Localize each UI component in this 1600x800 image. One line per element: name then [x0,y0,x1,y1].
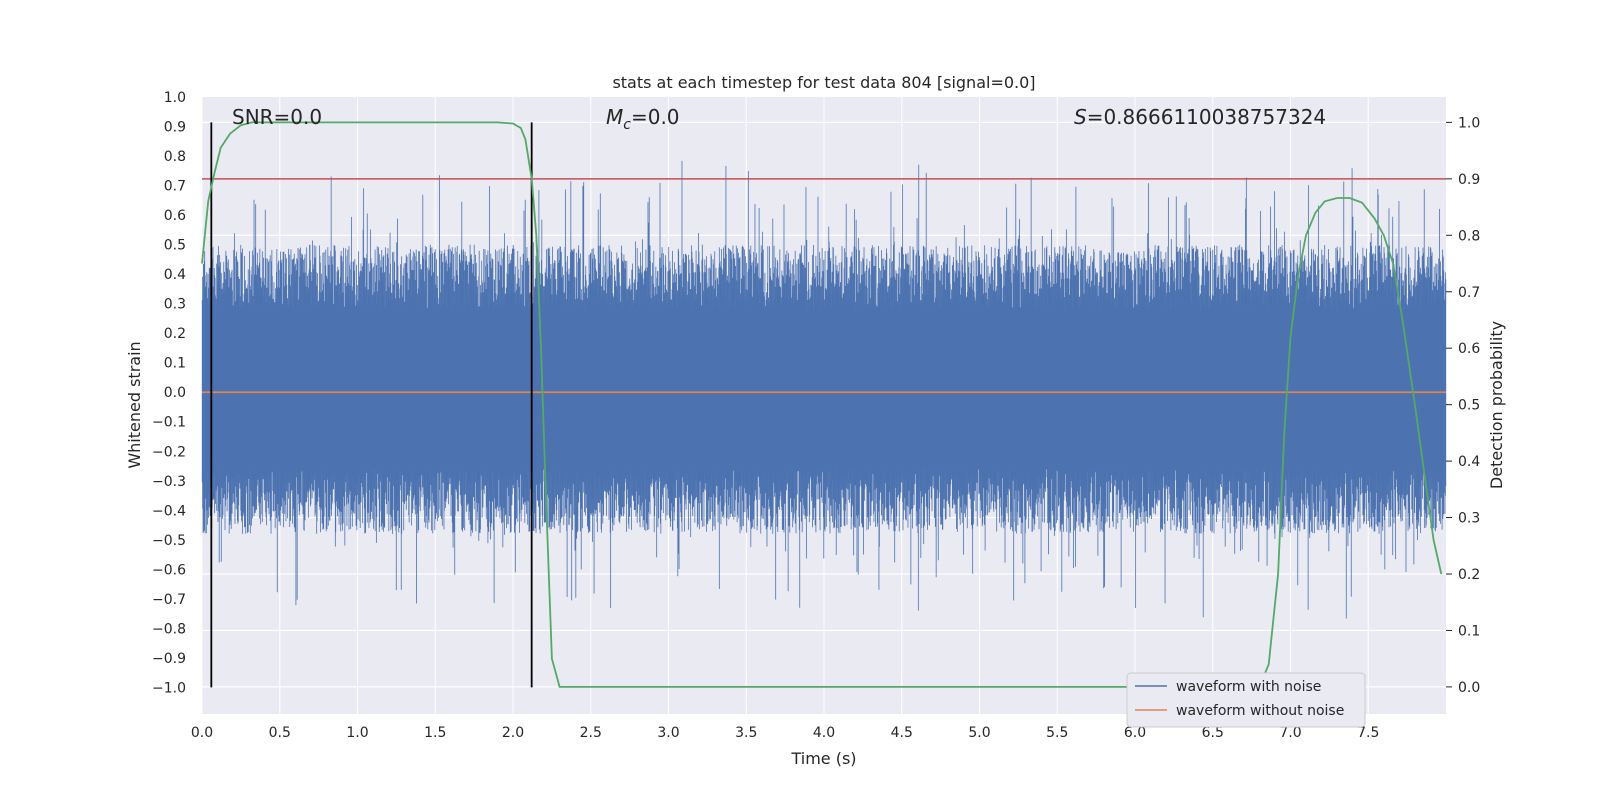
x-tick-label: 3.5 [735,725,757,741]
y-tick-label: −0.3 [152,474,186,490]
s-symbol: S [1074,105,1087,129]
s-annotation: S=0.8666110038757324 [1074,105,1326,129]
noisy-waveform-core [202,315,1446,464]
x-tick-label: 7.0 [1279,725,1301,741]
noisy-waveform-series [201,160,1447,619]
mc-value: =0.0 [631,105,680,129]
y-tick-label: 0.0 [164,385,186,401]
x-tick-label: 5.0 [968,725,990,741]
y2-tick-label: 0.9 [1458,172,1480,188]
x-tick-label: 6.5 [1202,725,1224,741]
y2-tick-label: 0.4 [1458,454,1480,470]
x-tick-label: 4.0 [813,725,835,741]
chart-title: stats at each timestep for test data 804… [612,73,1035,92]
x-tick-label: 6.0 [1124,725,1146,741]
y-tick-label: 0.7 [164,179,186,195]
y-tick-label: 0.2 [164,326,186,342]
legend: waveform with noise waveform without noi… [1126,672,1366,728]
x-tick-label: 3.0 [657,725,679,741]
x-axis-label: Time (s) [790,749,856,768]
mc-subscript: c [623,117,631,133]
y2-tick-label: 0.2 [1458,567,1480,583]
x-tick-label: 7.5 [1357,725,1379,741]
y-tick-label: −0.6 [152,562,186,578]
y2-tick-label: 0.1 [1458,623,1480,639]
x-tick-label: 2.5 [580,725,602,741]
y-tick-labels: 1.0 0.9 0.8 0.7 0.6 0.5 0.4 0.3 0.2 0.1 0.0 −0.1 −0.… [152,90,186,696]
y-tick-label: −0.7 [152,592,186,608]
x-tick-label: 0.5 [269,725,291,741]
mc-annotation: Mc=0.0 [606,105,680,133]
y-tick-label: −0.8 [152,621,186,637]
s-value: =0.8666110038757324 [1087,105,1326,129]
y2-tick-label: 0.3 [1458,511,1480,527]
y-tick-label: −0.4 [152,503,186,519]
y-tick-label: −0.2 [152,444,186,460]
detection-probability-line [201,121,1443,688]
y-tick-label: −0.1 [152,415,186,431]
legend-label-clean: waveform without noise [1176,703,1344,719]
x-tick-labels: 0.0 0.5 1.0 1.5 2.0 2.5 3.0 3.5 4.0 4.5 5.0 5.5 6.0 6… [191,725,1380,741]
x-tick-label: 5.5 [1046,725,1068,741]
snr-annotation: SNR=0.0 [232,105,322,129]
y2-tick-label: 0.5 [1458,398,1480,414]
y2-tick-label: 0.8 [1458,228,1480,244]
y2-tick-label: 0.0 [1458,680,1480,696]
y2-tick-label: 0.7 [1458,285,1480,301]
x-tick-label: 1.0 [346,725,368,741]
y2-axis-label: Detection probability [1487,321,1506,489]
y-tick-label: 1.0 [164,90,186,106]
y-tick-label: 0.3 [164,297,186,313]
y-tick-label: −0.5 [152,533,186,549]
y-tick-label: −1.0 [152,680,186,696]
y-tick-label: 0.8 [164,149,186,165]
vlines [210,122,533,688]
legend-label-noisy: waveform with noise [1176,679,1321,695]
x-tick-label: 4.5 [891,725,913,741]
x-tick-label: 2.0 [502,725,524,741]
y-tick-label: 0.4 [164,267,186,283]
y-tick-label: 0.6 [164,208,186,224]
x-tick-label: 1.5 [424,725,446,741]
x-tick-label: 0.0 [191,725,213,741]
y-tick-label: 0.9 [164,120,186,136]
mc-symbol: M [606,105,623,129]
legend-box [1126,672,1366,728]
y-axis-label: Whitened strain [125,341,144,468]
y2-tick-label: 1.0 [1458,115,1480,131]
y-tick-label: −0.9 [152,651,186,667]
y-tick-label: 0.1 [164,356,186,372]
y2-tick-labels: 1.0 0.9 0.8 0.7 0.6 0.5 0.4 0.3 0.2 0.1 0.0 [1446,115,1480,696]
y-tick-label: 0.5 [164,238,186,254]
y2-tick-label: 0.6 [1458,341,1480,357]
